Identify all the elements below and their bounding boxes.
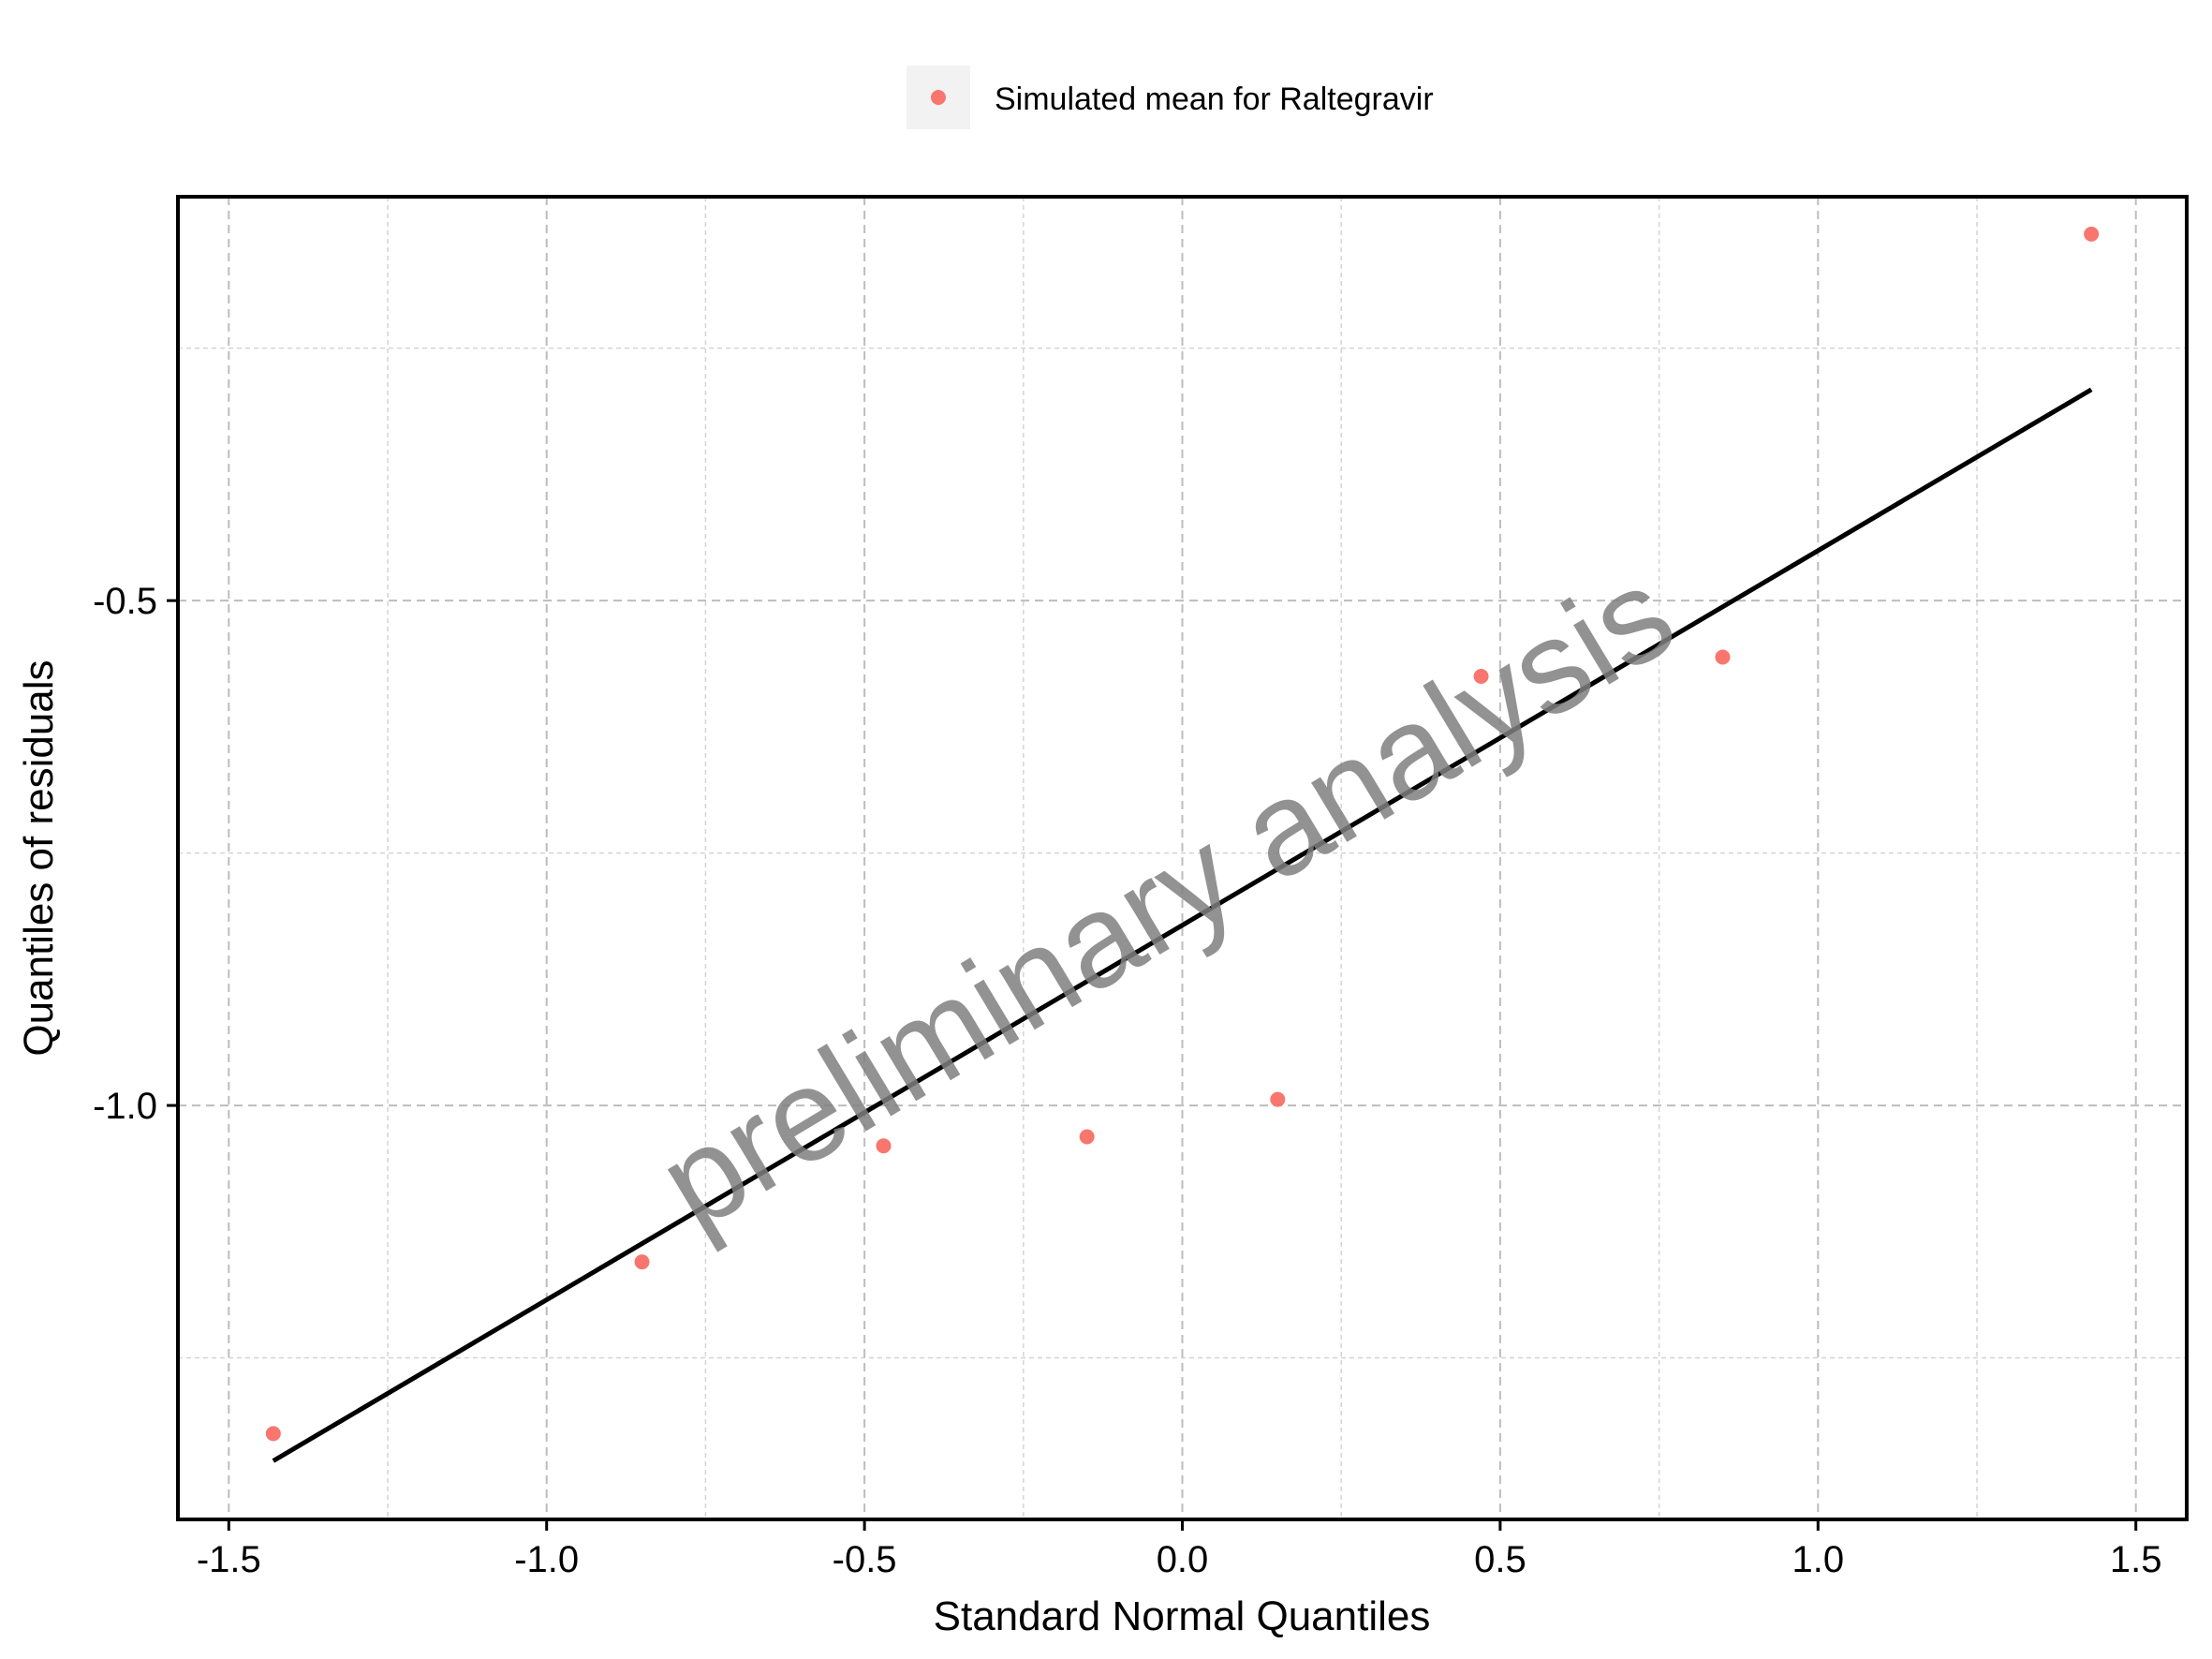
data-point [1473, 668, 1489, 684]
x-tick-label: 1.5 [2110, 1539, 2162, 1580]
data-point [1079, 1129, 1095, 1145]
data-point [1270, 1091, 1286, 1107]
x-tick-label: 0.5 [1474, 1539, 1526, 1580]
minor-gridlines [178, 197, 2187, 1519]
y-tick-label: -0.5 [93, 581, 157, 622]
y-tick-label: -1.0 [93, 1086, 157, 1127]
data-point [2084, 226, 2100, 242]
data-points [265, 226, 2100, 1442]
x-tick-label: 0.0 [1157, 1539, 1209, 1580]
data-point [265, 1426, 281, 1442]
reference-line [272, 387, 2093, 1463]
x-tick-label: 1.0 [1792, 1539, 1844, 1580]
data-point [876, 1138, 892, 1154]
legend: Simulated mean for Raltegravir [907, 66, 1434, 129]
x-tick-label: -1.5 [197, 1539, 261, 1580]
data-point [634, 1254, 650, 1270]
legend-marker [931, 90, 946, 105]
x-tick-label: -0.5 [833, 1539, 897, 1580]
y-axis-ticks: -0.5 -1.0 [93, 581, 178, 1127]
x-axis-title: Standard Normal Quantiles [934, 1593, 1431, 1639]
plot-panel-border [176, 195, 2189, 1521]
x-tick-label: -1.0 [514, 1539, 579, 1580]
data-point [1715, 649, 1731, 665]
legend-label: Simulated mean for Raltegravir [995, 81, 1434, 117]
y-axis-title: Quantiles of residuals [16, 659, 62, 1056]
